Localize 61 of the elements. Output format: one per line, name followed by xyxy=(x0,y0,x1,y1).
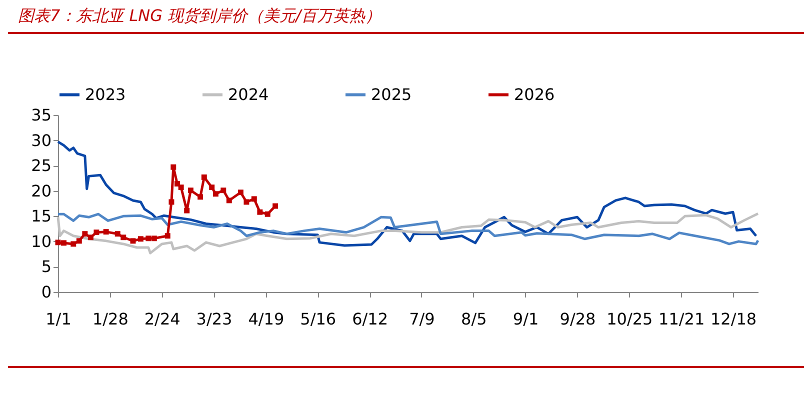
x-tick-label: 6/12 xyxy=(352,310,388,328)
legend-label: 2024 xyxy=(228,84,269,104)
point xyxy=(88,234,94,240)
legend-label: 2025 xyxy=(371,84,412,104)
point xyxy=(226,198,232,204)
point xyxy=(244,199,250,205)
point xyxy=(164,233,170,239)
point xyxy=(212,191,218,197)
point xyxy=(114,231,120,237)
y-tick-label: 35 xyxy=(31,106,52,124)
point xyxy=(146,236,152,242)
point xyxy=(151,236,157,242)
x-tick-label: 7/9 xyxy=(409,310,435,328)
x-tick-label: 3/23 xyxy=(196,310,232,328)
point xyxy=(272,203,278,209)
point xyxy=(174,181,180,187)
x-tick-label: 11/21 xyxy=(658,310,705,328)
point xyxy=(94,230,100,236)
point xyxy=(55,240,61,246)
point xyxy=(188,188,194,194)
y-tick-label: 10 xyxy=(31,232,52,251)
point xyxy=(130,238,136,244)
point xyxy=(103,229,109,235)
point xyxy=(257,209,263,215)
point xyxy=(70,241,76,247)
point xyxy=(251,196,257,202)
x-tick-label: 4/19 xyxy=(248,310,284,328)
y-tick-label: 0 xyxy=(41,282,52,302)
y-tick-label: 30 xyxy=(31,130,52,150)
x-tick-label: 9/1 xyxy=(512,310,539,328)
y-tick-label: 15 xyxy=(31,206,52,226)
point xyxy=(61,240,67,246)
point xyxy=(120,234,126,240)
point xyxy=(168,199,174,205)
chart-title: 图表7：东北亚 LNG 现货到岸价（美元/百万英热） xyxy=(18,6,382,27)
y-tick-label: 20 xyxy=(31,181,52,200)
line-series xyxy=(56,140,758,247)
point xyxy=(238,190,244,196)
x-tick-label: 5/16 xyxy=(300,310,336,328)
x-tick-label: 8/5 xyxy=(461,310,487,328)
point xyxy=(198,194,204,200)
x-tick-label: 9/28 xyxy=(560,310,596,328)
point xyxy=(201,174,207,180)
x-tick-label: 1/28 xyxy=(92,310,128,328)
point xyxy=(138,236,144,242)
y-tick-label: 25 xyxy=(31,156,52,176)
point xyxy=(170,164,176,170)
legend-label: 2026 xyxy=(514,84,555,104)
point xyxy=(220,188,226,194)
x-tick-label: 2/24 xyxy=(144,310,180,328)
point xyxy=(264,211,270,217)
y-tick-label: 5 xyxy=(41,257,52,276)
x-tick-label: 10/25 xyxy=(606,310,653,328)
point xyxy=(82,231,88,237)
point xyxy=(209,184,215,190)
legend-label: 2023 xyxy=(85,84,126,104)
point xyxy=(76,238,82,244)
point xyxy=(178,184,184,190)
point xyxy=(184,208,190,214)
x-tick-label: 1/1 xyxy=(46,310,72,328)
x-tick-label: 12/18 xyxy=(710,310,757,328)
